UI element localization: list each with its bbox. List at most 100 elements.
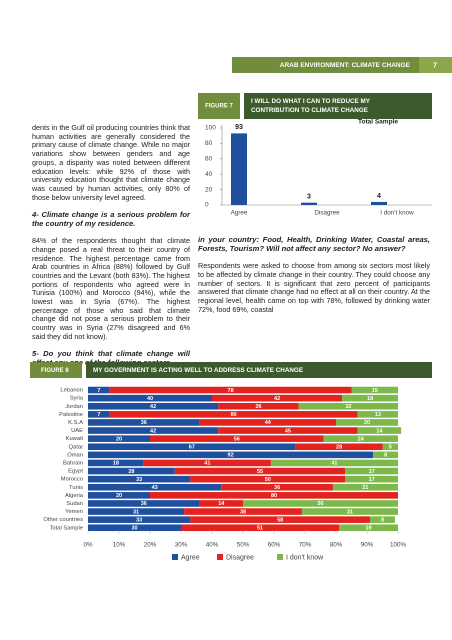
- y-tick-label: K.S.A: [68, 420, 83, 426]
- bar-segment: [88, 394, 212, 402]
- x-tick-label: I don't know: [380, 210, 414, 217]
- value-label: 7: [97, 412, 100, 418]
- value-label: 42: [274, 396, 280, 402]
- value-label: 41: [331, 461, 337, 467]
- figure-label-box: [30, 362, 82, 378]
- y-tick-label: 40: [205, 171, 213, 178]
- bar-segment: [109, 411, 358, 418]
- bar-segment: [88, 443, 296, 451]
- value-label: 4: [377, 193, 381, 200]
- figure-label-box: [198, 93, 240, 119]
- bar-segment: [295, 443, 383, 451]
- bar-segment: [339, 524, 398, 532]
- value-label: 50: [265, 477, 271, 483]
- legend-swatch: [172, 554, 178, 560]
- legend-label: Disagree: [226, 554, 254, 561]
- bar-segment: [88, 467, 175, 475]
- bar-segment: [174, 467, 346, 475]
- y-tick-label: Morocco: [61, 477, 83, 483]
- value-label: 38: [240, 509, 246, 515]
- value-label: 20: [364, 420, 370, 426]
- bar-segment: [199, 500, 243, 507]
- value-label: 41: [204, 461, 210, 467]
- value-label: 42: [150, 404, 156, 410]
- header-title: ARAB ENVIRONMENT: CLIMATE CHANGE: [280, 62, 411, 69]
- value-label: 36: [141, 501, 147, 507]
- bar-segment: [199, 419, 336, 426]
- value-label: 8: [381, 517, 384, 523]
- value-label: 31: [347, 509, 353, 515]
- legend-swatch: [217, 554, 223, 560]
- bar-segment: [243, 500, 398, 507]
- bar-segment: [88, 508, 185, 515]
- bar-segment: [270, 459, 398, 467]
- x-tick-label: 80%: [330, 542, 343, 549]
- value-label: 43: [152, 485, 158, 491]
- value-label: 67: [189, 445, 195, 451]
- value-label: 3: [307, 194, 311, 201]
- bar-segment: [88, 386, 110, 394]
- x-tick-label: 70%: [299, 542, 312, 549]
- figure-title: I WILL DO WHAT I CAN TO REDUCE MY CONTRIB…: [251, 98, 371, 114]
- value-label: 5: [389, 445, 392, 451]
- x-tick-label: 30%: [175, 542, 188, 549]
- value-label: 17: [369, 477, 375, 483]
- bar-segment: [373, 451, 398, 459]
- bar-segment: [88, 524, 181, 532]
- legend-label: I don't know: [286, 554, 324, 561]
- bar-segment: [88, 451, 374, 459]
- left-column: dents in the Gulf oil producing countrie…: [32, 123, 190, 376]
- bar-segment: [190, 516, 371, 523]
- bar-segment: [88, 419, 200, 426]
- right-column: in your country: Food, Health, Drinking …: [198, 235, 430, 323]
- x-tick-label: 0%: [83, 542, 93, 549]
- value-label: 32: [345, 404, 351, 410]
- bar-segment: [336, 419, 398, 426]
- figure-label: FIGURE 8: [41, 368, 69, 374]
- bar: [371, 201, 387, 205]
- value-label: 78: [228, 388, 234, 394]
- y-tick-label: Yemen: [65, 509, 83, 515]
- value-label: 7: [97, 388, 100, 394]
- y-tick-label: Sudan: [66, 501, 83, 507]
- bar-segment: [345, 467, 398, 475]
- y-tick-label: Bahrain: [63, 460, 83, 466]
- y-tick-label: Lebanon: [60, 388, 83, 394]
- bar-segment: [150, 435, 324, 442]
- y-tick-label: Oman: [67, 452, 83, 458]
- bar-segment: [218, 427, 358, 434]
- value-label: 33: [136, 477, 142, 483]
- bar: [301, 202, 317, 205]
- bar-segment: [88, 402, 219, 410]
- bar-segment: [88, 411, 110, 418]
- figure-title-band: [86, 362, 432, 378]
- paragraph: Respondents were asked to choose from am…: [198, 261, 430, 314]
- value-label: 24: [358, 436, 365, 442]
- bar-segment: [301, 508, 398, 515]
- legend-label: Agree: [181, 554, 200, 561]
- value-label: 14: [376, 428, 383, 434]
- value-label: 28: [128, 469, 134, 475]
- x-tick-label: 50%: [237, 542, 250, 549]
- bar-segment: [332, 483, 398, 491]
- x-tick-label: Agree: [231, 210, 248, 217]
- y-tick-label: 20: [205, 186, 213, 193]
- value-label: 8: [384, 453, 387, 459]
- paragraph: dents in the Gulf oil producing countrie…: [32, 123, 190, 202]
- bar-segment: [298, 402, 398, 410]
- figure-title: MY GOVERNMENT IS ACTING WELL TO ADDRESS …: [93, 367, 303, 374]
- bar-segment: [88, 492, 150, 499]
- y-tick-label: Palestine: [59, 412, 83, 418]
- y-tick-label: Qatar: [69, 444, 84, 450]
- bar-segment: [88, 459, 144, 467]
- value-label: 20: [116, 493, 122, 499]
- bar-segment: [357, 427, 402, 434]
- paragraph: 84% of the respondents thought that clim…: [32, 236, 190, 341]
- x-tick-label: 100%: [390, 542, 407, 549]
- bar: [231, 133, 247, 205]
- bar-segment: [109, 386, 352, 394]
- value-label: 20: [116, 436, 122, 442]
- bar-segment: [382, 443, 398, 451]
- value-label: 33: [136, 517, 142, 523]
